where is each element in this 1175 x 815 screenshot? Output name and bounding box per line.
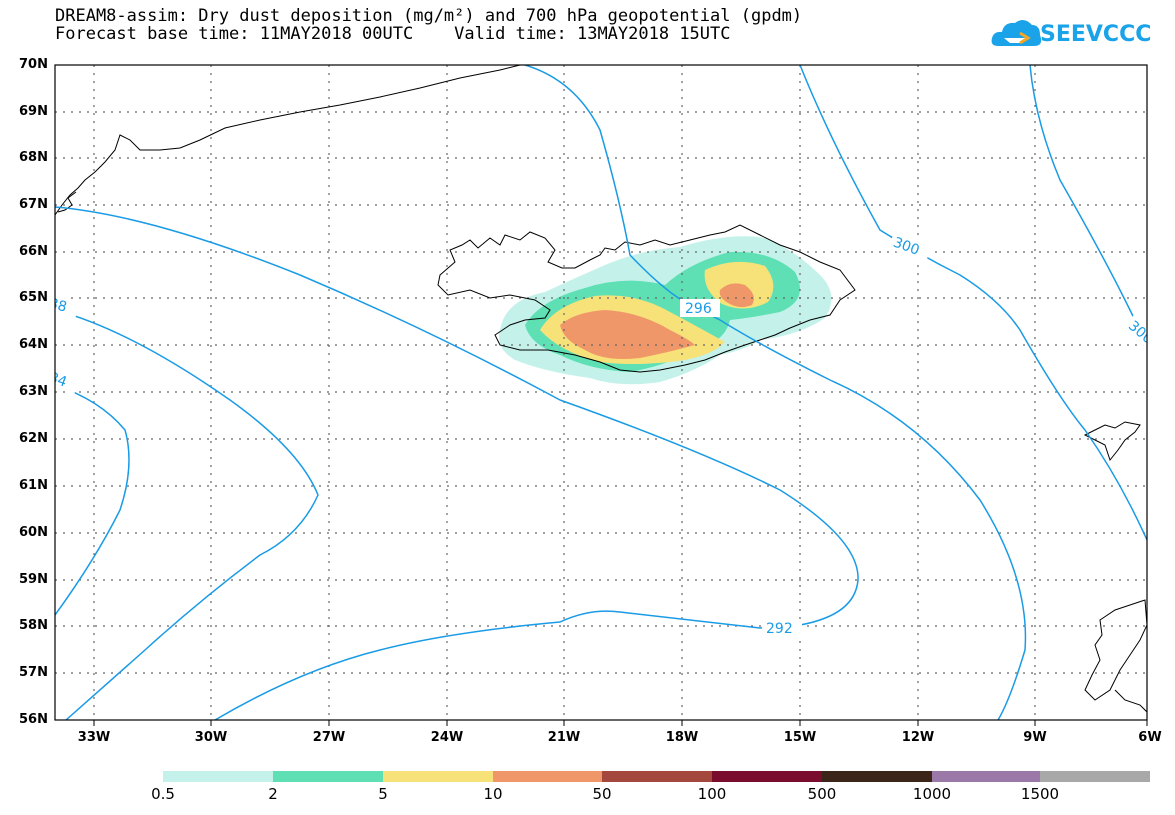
contour-label-288: 288	[38, 293, 68, 315]
lat-label-65n: 65N	[19, 290, 48, 305]
colorbar-label-2: 2	[268, 785, 278, 803]
lon-label-6w: 6W	[1138, 730, 1162, 745]
lat-label-58n: 58N	[19, 618, 48, 633]
contour-label-292: 292	[766, 621, 793, 637]
colorbar-label-500: 500	[807, 785, 837, 803]
lat-label-69n: 69N	[19, 104, 48, 119]
cloud-logo-icon	[991, 19, 1042, 46]
colorbar-label-10: 10	[483, 785, 503, 803]
lat-label-68n: 68N	[19, 150, 48, 165]
dust-field	[499, 236, 832, 385]
colorbar-label-1500: 1500	[1020, 785, 1060, 803]
lat-label-59n: 59N	[19, 572, 48, 587]
lon-label-27w: 27W	[312, 730, 346, 745]
lon-label-9w: 9W	[1023, 730, 1047, 745]
colorbar-box-6	[712, 771, 822, 782]
lon-label-24w: 24W	[430, 730, 464, 745]
colorbar-label-50: 50	[592, 785, 612, 803]
lat-label-63n: 63N	[19, 384, 48, 399]
logo-text: SEEVCCC	[1040, 22, 1152, 47]
colorbar-box-4	[493, 771, 602, 782]
lat-label-56n: 56N	[19, 712, 48, 727]
coastlines	[55, 65, 1147, 713]
colorbar-label-0-5: 0.5	[151, 785, 175, 803]
lat-label-70n: 70N	[19, 57, 48, 72]
colorbar-box-7	[822, 771, 932, 782]
colorbar-box-2	[273, 771, 383, 782]
lon-label-12w: 12W	[901, 730, 935, 745]
chart-title-line2: Forecast base time: 11MAY2018 00UTC Vali…	[55, 24, 731, 44]
colorbar-label-100: 100	[697, 785, 727, 803]
lon-label-18w: 18W	[665, 730, 699, 745]
geopotential-contours	[55, 65, 1147, 720]
colorbar-label-1000: 1000	[912, 785, 952, 803]
colorbar-box-3	[383, 771, 493, 782]
colorbar-box-8	[932, 771, 1040, 782]
map-frame	[54, 64, 1148, 721]
colorbar-label-5: 5	[378, 785, 388, 803]
lat-label-67n: 67N	[19, 197, 48, 212]
contour-label-300-a: 300	[891, 235, 922, 259]
colorbar-box-1	[163, 771, 273, 782]
lat-label-57n: 57N	[19, 665, 48, 680]
lon-label-21w: 21W	[547, 730, 581, 745]
axis-ticks	[93, 720, 1148, 726]
lon-label-15w: 15W	[783, 730, 817, 745]
lat-lon-grid	[55, 65, 1147, 720]
colorbar-box-9	[1040, 771, 1150, 782]
chart-title-line1: DREAM8-assim: Dry dust deposition (mg/m²…	[55, 6, 803, 26]
lat-label-62n: 62N	[19, 431, 48, 446]
lon-label-30w: 30W	[194, 730, 228, 745]
lat-label-66n: 66N	[19, 244, 48, 259]
lat-label-61n: 61N	[19, 478, 48, 493]
colorbar-box-5	[602, 771, 712, 782]
contour-label-296: 296	[685, 301, 712, 317]
lat-label-60n: 60N	[19, 525, 48, 540]
lon-label-33w: 33W	[77, 730, 111, 745]
lat-label-64n: 64N	[19, 337, 48, 352]
